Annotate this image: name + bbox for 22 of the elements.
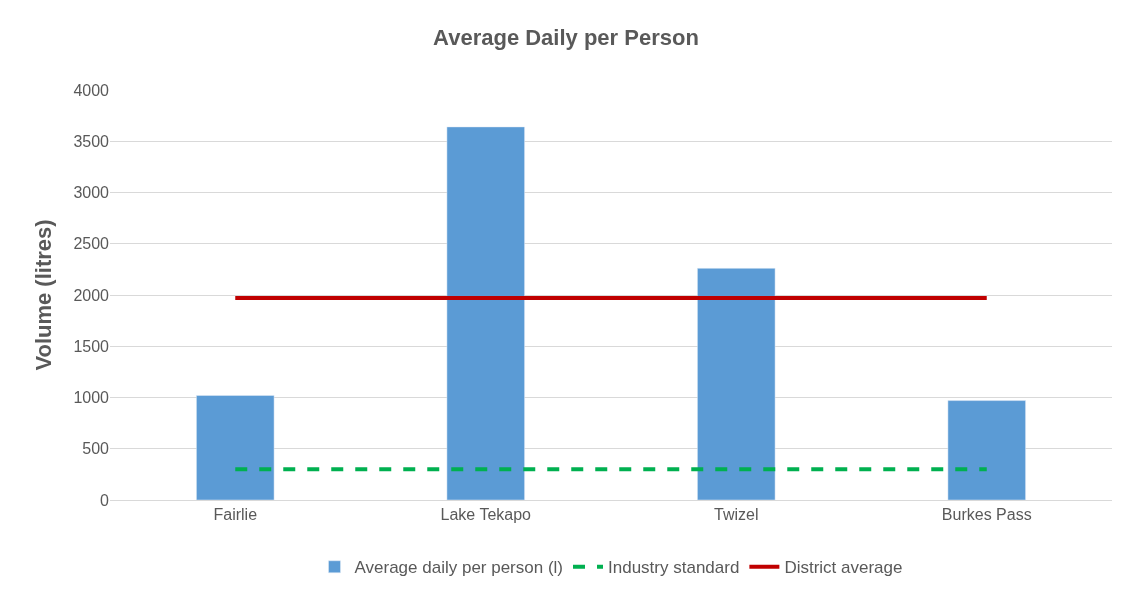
bar xyxy=(947,400,1026,500)
legend-label: Average daily per person (l) xyxy=(354,558,564,578)
legend-label: Industry standard xyxy=(608,558,740,578)
y-tick-label: 2500 xyxy=(73,235,110,253)
y-tick-label: 3500 xyxy=(73,132,110,150)
bar xyxy=(446,126,525,500)
y-tick-label: 1500 xyxy=(73,337,110,355)
chart-title: Average Daily per Person xyxy=(433,25,699,51)
legend-label: District average xyxy=(784,558,903,578)
x-tick-label: Twizel xyxy=(714,506,759,524)
y-tick-label: 2000 xyxy=(73,286,110,304)
y-tick-label: 3000 xyxy=(73,184,110,202)
x-tick-label: Fairlie xyxy=(213,506,258,524)
x-tick-label: Lake Tekapo xyxy=(440,506,532,524)
bar xyxy=(697,268,776,500)
y-tick-label: 500 xyxy=(82,440,110,458)
y-axis-title: Volume (litres) xyxy=(31,219,57,371)
x-tick-label: Burkes Pass xyxy=(941,506,1032,524)
y-tick-label: 4000 xyxy=(73,81,110,99)
bar xyxy=(196,395,275,500)
y-tick-label: 1000 xyxy=(73,389,110,407)
y-tick-label: 0 xyxy=(100,491,110,509)
